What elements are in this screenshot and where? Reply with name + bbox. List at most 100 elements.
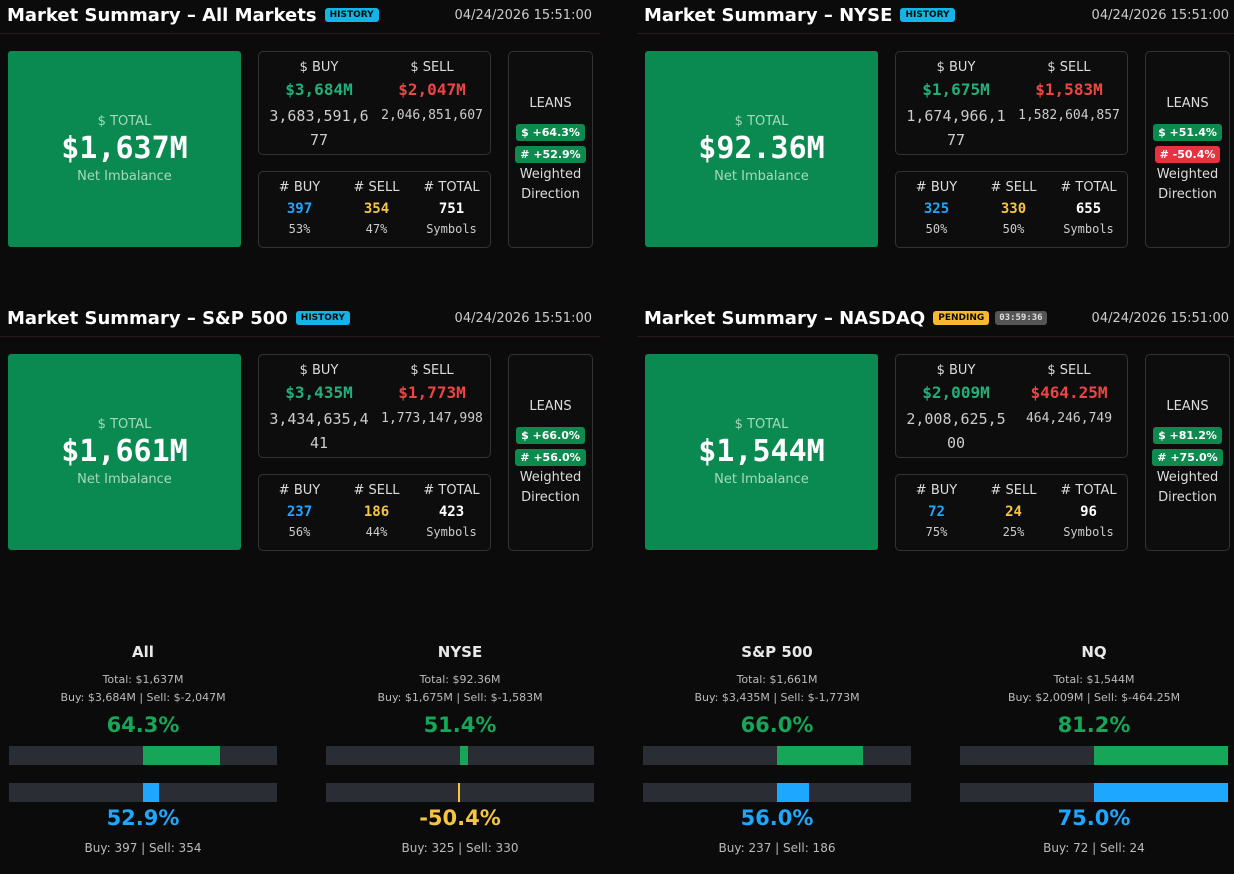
gauge-name: All (132, 643, 154, 661)
total-value: $1,544M (698, 434, 825, 469)
dollar-lean-row: $ +81.2% (1146, 424, 1229, 444)
leans-card: LEANS $ +51.4% # -50.4% Weighted Direction (1145, 51, 1230, 248)
sell-count-label: # SELL (990, 180, 1037, 195)
buy-dollar-value: $3,435M (285, 383, 353, 402)
sell-dollar-value: $464.25M (1030, 383, 1108, 402)
total-card: $ TOTAL $1,661M Net Imbalance (8, 354, 241, 550)
buy-count-sub: 75% (925, 525, 948, 539)
dollar-card: $ BUY $3,684M 3,683,591,677 $ SELL $2,047M 2,… (258, 51, 491, 155)
leans-card: LEANS $ +64.3% # +52.9% Weighted Direction (508, 51, 593, 248)
total-card: $ TOTAL $92.36M Net Imbalance (645, 51, 878, 247)
total-label: $ TOTAL (97, 114, 152, 129)
total-count-label: # TOTAL (1060, 180, 1117, 195)
lean-bar-track (643, 783, 911, 802)
gauge-total: Total: $1,544M (1053, 673, 1135, 686)
buy-dollar-full: 3,683,591,677 (269, 107, 369, 149)
sell-dollar-value: $1,583M (1035, 80, 1103, 99)
lean-bar-fill (143, 783, 159, 802)
buy-count-sub: 50% (925, 222, 948, 236)
gauge-total: Total: $1,661M (736, 673, 818, 686)
buy-dollar-value: $3,684M (285, 80, 353, 99)
sell-count-value: 330 (1000, 201, 1027, 217)
lean-percent: 52.9% (106, 806, 180, 830)
lean-percent: 66.0% (740, 713, 814, 737)
sell-dollar-full: 464,246,749 (1025, 411, 1113, 426)
total-count-value: 751 (438, 201, 465, 217)
total-caption: Net Imbalance (77, 472, 172, 487)
buy-count-value: 397 (286, 201, 313, 217)
buy-dollar-label: $ BUY (936, 60, 976, 75)
total-count-label: # TOTAL (1060, 483, 1117, 498)
leans-caption: Weighted Direction (519, 470, 582, 505)
sell-count-sub: 47% (365, 222, 388, 236)
sell-dollar-full: 1,773,147,998 (381, 411, 483, 426)
buy-count-label: # BUY (915, 180, 958, 195)
count-lean-row: # +52.9% (509, 143, 592, 163)
sell-count-label: # SELL (990, 483, 1037, 498)
total-count-sub: Symbols (1063, 222, 1114, 236)
market-panel: Market Summary – S&P 500 HISTORY 04/24/202… (0, 303, 600, 563)
count-card: # BUY 325 50% # SELL 330 50% # TOTAL 655 Symbols (895, 171, 1128, 248)
gauge-total: Total: $1,637M (102, 673, 184, 686)
lean-bar-fill (143, 746, 220, 765)
count-card: # BUY 397 53% # SELL 354 47% # TOTAL 751 Symbols (258, 171, 491, 248)
panel-title: Market Summary – All Markets (7, 5, 317, 26)
lean-bar-track (326, 746, 594, 765)
market-panel: Market Summary – NYSE HISTORY 04/24/2026 1… (637, 0, 1234, 260)
total-count-value: 655 (1075, 201, 1102, 217)
buy-count-value: 72 (928, 504, 945, 520)
panel-title: Market Summary – S&P 500 (7, 308, 288, 329)
leans-label: LEANS (529, 96, 572, 111)
sell-dollar-value: $1,773M (398, 383, 466, 402)
buy-dollar-value: $1,675M (922, 80, 990, 99)
gauge-column: All Total: $1,637M Buy: $3,684M | Sell: $-… (0, 640, 298, 870)
buy-count-label: # BUY (278, 180, 321, 195)
sell-dollar-label: $ SELL (410, 363, 454, 378)
status-badge: HISTORY (900, 8, 955, 22)
lean-bar-fill (777, 783, 810, 802)
dollar-lean-pill: $ +64.3% (516, 124, 585, 141)
sell-dollar-full: 2,046,851,607 (381, 108, 483, 123)
lean-bar-track (643, 746, 911, 765)
gauge-name: NQ (1081, 643, 1107, 661)
total-card: $ TOTAL $1,637M Net Imbalance (8, 51, 241, 247)
leans-card: LEANS $ +81.2% # +75.0% Weighted Direction (1145, 354, 1230, 551)
dollar-lean-row: $ +66.0% (509, 424, 592, 444)
total-count-sub: Symbols (426, 525, 477, 539)
leans-caption: Weighted Direction (519, 167, 582, 202)
gauge-column: S&P 500 Total: $1,661M Buy: $3,435M | Sell… (622, 640, 932, 870)
header-divider (0, 33, 600, 34)
leans-label: LEANS (1166, 399, 1209, 414)
sell-count-label: # SELL (353, 180, 400, 195)
lean-percent: 51.4% (423, 713, 497, 737)
total-count-label: # TOTAL (423, 180, 480, 195)
lean-bar-fill (460, 746, 468, 765)
count-lean-row: # +56.0% (509, 446, 592, 466)
panel-title: Market Summary – NYSE (644, 5, 893, 26)
count-lean-pill: # +52.9% (515, 146, 586, 163)
lean-bar-track (960, 746, 1228, 765)
lean-bar-track (960, 783, 1228, 802)
gauge-counts: Buy: 237 | Sell: 186 (718, 841, 836, 855)
lean-bar-track (9, 783, 277, 802)
sell-dollar-label: $ SELL (1047, 363, 1091, 378)
count-lean-row: # +75.0% (1146, 446, 1229, 466)
total-label: $ TOTAL (734, 114, 789, 129)
count-card: # BUY 72 75% # SELL 24 25% # TOTAL 96 Symbols (895, 474, 1128, 551)
gauge-name: NYSE (437, 643, 483, 661)
timestamp: 04/24/2026 15:51:00 (454, 311, 592, 326)
buy-count-value: 237 (286, 504, 313, 520)
buy-count-value: 325 (923, 201, 950, 217)
status-badge: HISTORY (295, 311, 350, 325)
dollar-lean-pill: $ +51.4% (1153, 124, 1222, 141)
sell-count-sub: 25% (1002, 525, 1025, 539)
lean-bar-fill (777, 746, 863, 765)
lean-bar-track (9, 746, 277, 765)
buy-count-sub: 53% (288, 222, 311, 236)
total-label: $ TOTAL (734, 417, 789, 432)
gauge-counts: Buy: 72 | Sell: 24 (1043, 841, 1145, 855)
lean-percent: -50.4% (419, 806, 501, 830)
sell-dollar-label: $ SELL (1047, 60, 1091, 75)
header-divider (0, 336, 600, 337)
